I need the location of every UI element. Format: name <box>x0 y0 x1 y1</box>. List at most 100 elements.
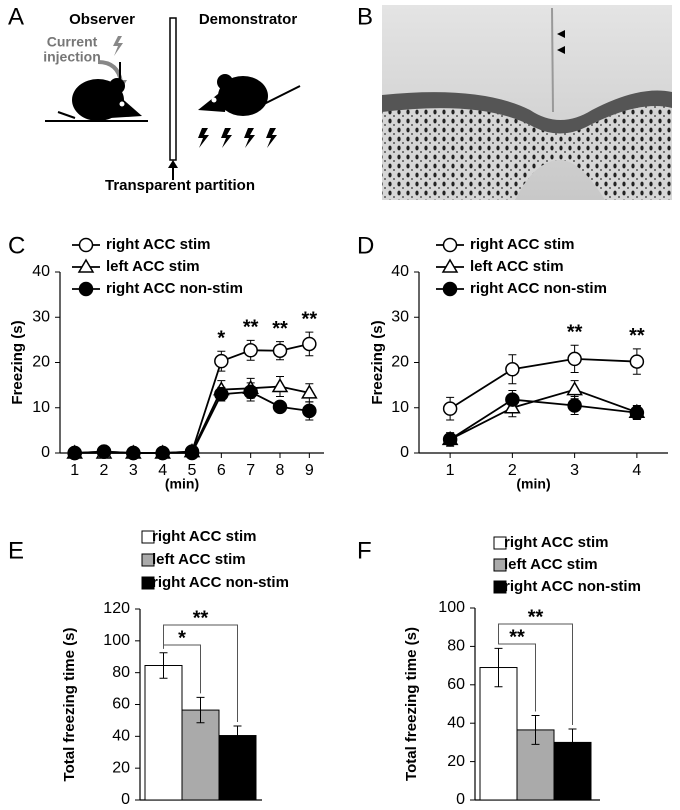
marker <box>243 343 258 358</box>
y-tick-label: 20 <box>32 354 50 371</box>
legend-swatch <box>493 580 507 594</box>
x-tick-label: 2 <box>100 462 109 479</box>
significance: ** <box>509 626 525 648</box>
y-tick-label: 40 <box>391 263 409 280</box>
series-line <box>449 398 637 441</box>
marker <box>301 384 318 399</box>
marker <box>505 392 520 407</box>
marker <box>214 353 229 369</box>
image <box>382 104 672 200</box>
eye <box>119 101 125 107</box>
marker <box>442 401 458 416</box>
significance: ** <box>193 607 209 629</box>
bar <box>181 709 220 801</box>
x-tick-label: 1 <box>70 462 79 479</box>
image <box>382 90 672 134</box>
tail <box>263 85 301 105</box>
significance: ** <box>567 322 583 344</box>
significance: ** <box>629 325 645 347</box>
error-bar <box>233 725 242 746</box>
y-tick-label: 20 <box>112 759 130 776</box>
marker <box>302 403 317 419</box>
panel-label: E <box>8 537 24 564</box>
marker <box>629 405 645 420</box>
histology-image <box>382 5 672 200</box>
series-line <box>74 385 310 454</box>
arrow <box>168 160 178 168</box>
error-bar <box>196 696 205 724</box>
panel-label: A <box>8 3 24 30</box>
marker <box>272 399 288 415</box>
legend-swatch <box>141 553 155 567</box>
label: Transparent partition <box>105 177 255 194</box>
legend-swatch <box>141 530 155 544</box>
legend-swatch <box>493 558 507 572</box>
legend-label: left ACC stim <box>470 258 564 275</box>
marker <box>566 381 583 396</box>
y-tick-label: 30 <box>391 308 409 325</box>
y-tick-label: 10 <box>32 399 50 416</box>
y-tick-label: 30 <box>32 308 50 325</box>
x-tick-label: 7 <box>246 462 255 479</box>
panel-label: B <box>357 3 373 30</box>
series-line <box>449 388 638 441</box>
y-tick-label: 60 <box>112 696 130 713</box>
significance-bracket <box>163 624 238 722</box>
marker <box>442 281 458 297</box>
y-tick-label: 10 <box>391 399 409 416</box>
legend-label: right ACC stim <box>504 534 608 551</box>
tail <box>57 111 76 119</box>
marker <box>67 445 82 461</box>
legend-label: right ACC non-stim <box>504 578 641 595</box>
legend-label: right ACC stim <box>152 528 256 545</box>
significance: ** <box>272 318 288 340</box>
error-bar <box>568 728 577 757</box>
x-tick-label: 4 <box>158 462 167 479</box>
panel-label: D <box>357 232 374 259</box>
significance: ** <box>528 606 544 628</box>
schematic: Observer Demonstrator Current injection … <box>43 11 301 194</box>
label: injection <box>43 49 101 65</box>
label: Observer <box>69 11 135 28</box>
label: Demonstrator <box>199 11 298 28</box>
marker <box>214 386 229 402</box>
y-axis-label: Total freezing time (s) <box>61 628 78 782</box>
marker <box>441 258 459 273</box>
marker <box>442 237 458 253</box>
error-bar <box>494 647 503 688</box>
y-tick-label: 40 <box>112 728 130 745</box>
arrowhead <box>557 30 565 54</box>
marker <box>243 384 258 400</box>
series-line <box>449 357 637 410</box>
legend-swatch <box>493 536 507 550</box>
y-tick-label: 20 <box>447 753 465 770</box>
image <box>551 7 554 113</box>
x-tick-label: 8 <box>276 462 285 479</box>
bar <box>479 667 518 801</box>
marker <box>78 237 94 253</box>
marker <box>302 336 317 352</box>
y-tick-label: 80 <box>112 664 130 681</box>
legend-label: left ACC stim <box>504 556 598 573</box>
bar <box>144 665 183 801</box>
marker <box>96 444 112 459</box>
y-axis-label: Freezing (s) <box>369 320 386 404</box>
legend-label: right ACC stim <box>106 236 210 253</box>
y-tick-label: 40 <box>447 714 465 731</box>
y-tick-label: 100 <box>103 632 130 649</box>
y-tick-label: 60 <box>447 676 465 693</box>
error-bar <box>159 652 168 679</box>
marker <box>155 445 170 461</box>
y-tick-label: 0 <box>41 444 50 461</box>
y-tick-label: 40 <box>32 263 50 280</box>
y-tick-label: 80 <box>447 638 465 655</box>
panel-label: C <box>8 232 25 259</box>
significance: * <box>178 627 186 649</box>
significance: ** <box>243 317 259 339</box>
error-bar <box>531 715 540 745</box>
panel-label: F <box>357 537 372 564</box>
y-axis-label: Total freezing time (s) <box>403 627 420 781</box>
y-tick-label: 0 <box>400 444 409 461</box>
marker <box>442 432 458 447</box>
